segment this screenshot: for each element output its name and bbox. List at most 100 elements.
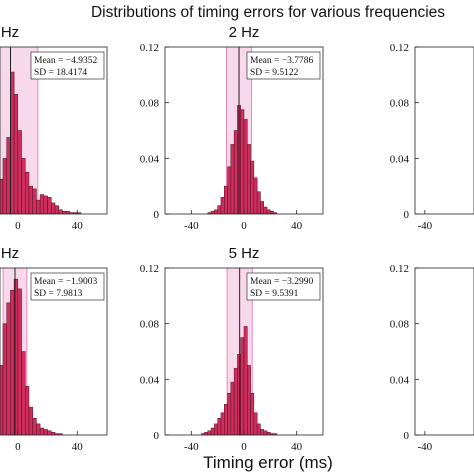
histogram-bar bbox=[233, 130, 238, 214]
histogram-bar bbox=[263, 206, 268, 214]
histogram-bar bbox=[224, 185, 228, 214]
histogram-bar bbox=[230, 381, 235, 435]
y-tick-label: 0.08 bbox=[140, 98, 160, 110]
histogram-bar bbox=[253, 412, 258, 435]
panel-title: 5 Hz bbox=[229, 245, 260, 262]
stats-mean: Mean = −4.9352 bbox=[34, 56, 97, 66]
histogram-bar bbox=[240, 109, 245, 214]
y-tick-label: 0.12 bbox=[390, 263, 409, 275]
histogram-bar bbox=[237, 354, 241, 435]
y-tick-label: 0.04 bbox=[140, 374, 160, 386]
histogram-bar bbox=[25, 386, 30, 435]
y-tick-label: 0.12 bbox=[140, 42, 159, 54]
histogram-bar bbox=[243, 119, 248, 214]
histogram-bar bbox=[6, 302, 11, 435]
histogram-bar bbox=[220, 197, 225, 214]
y-tick-label: 0.08 bbox=[390, 98, 410, 110]
stats-mean: Mean = −3.2990 bbox=[250, 277, 313, 287]
axes-frame bbox=[0, 46, 108, 215]
stats-sd: SD = 7.9813 bbox=[34, 289, 83, 299]
axes-frame bbox=[0, 267, 108, 436]
histogram-bar bbox=[39, 427, 45, 435]
x-tick-label: -40 bbox=[417, 441, 432, 453]
x-tick-label: 0 bbox=[15, 441, 21, 453]
histogram-bar bbox=[13, 94, 19, 214]
y-tick-label: 0 bbox=[154, 209, 160, 221]
histogram-bar bbox=[21, 158, 26, 214]
x-tick-label: 0 bbox=[15, 220, 21, 232]
histogram-bar bbox=[214, 423, 218, 435]
histogram-bar bbox=[266, 209, 271, 214]
panel-title: Hz bbox=[1, 245, 19, 262]
histogram-bar bbox=[207, 430, 212, 435]
histogram-bar bbox=[256, 191, 261, 214]
histogram-bar bbox=[250, 393, 255, 435]
panel-4: 0 40 Hz Mean = −1.9003 SD = 7.9813 bbox=[0, 245, 108, 453]
histogram-bar bbox=[273, 212, 278, 214]
histogram-bar bbox=[204, 431, 209, 435]
panel-6: -40 0 0.04 0.08 0.12 bbox=[390, 263, 474, 453]
axes-frame bbox=[414, 46, 474, 215]
histogram-bar bbox=[227, 393, 232, 435]
stats-sd: SD = 9.5122 bbox=[250, 68, 299, 78]
y-tick-label: 0 bbox=[404, 209, 410, 221]
histogram-bar bbox=[43, 429, 48, 435]
histogram-bar bbox=[47, 430, 52, 435]
panel-title: 2 Hz bbox=[229, 24, 260, 41]
figure-xlabel: Timing error (ms) bbox=[203, 453, 333, 472]
histogram-bar bbox=[51, 431, 56, 435]
x-tick-label: -40 bbox=[417, 220, 432, 232]
x-tick-label: 40 bbox=[291, 441, 303, 453]
histogram-bar bbox=[28, 406, 33, 435]
histogram-bar bbox=[17, 130, 22, 214]
x-tick-label: -40 bbox=[184, 441, 199, 453]
histogram-bar bbox=[47, 197, 52, 214]
histogram-bar bbox=[65, 210, 71, 214]
histogram-bar bbox=[273, 433, 278, 435]
histogram-bar bbox=[263, 430, 268, 435]
histogram-bar bbox=[28, 185, 33, 214]
panel-1: 0 40 Hz Mean = −4.9352 SD = 18.4174 bbox=[0, 24, 108, 232]
histogram-bar bbox=[214, 209, 218, 214]
y-tick-label: 0.04 bbox=[140, 153, 160, 165]
histogram-bar bbox=[58, 433, 63, 435]
histogram-bar bbox=[243, 326, 248, 435]
panel-title: Hz bbox=[1, 24, 19, 41]
y-tick-label: 0.12 bbox=[390, 42, 409, 54]
x-tick-label: 40 bbox=[72, 220, 84, 232]
histogram-bar bbox=[54, 205, 59, 214]
histogram-bar bbox=[10, 290, 15, 435]
stats-mean: Mean = −3.7786 bbox=[250, 56, 313, 66]
y-tick-label: 0.08 bbox=[140, 319, 160, 331]
histogram-bar bbox=[260, 429, 265, 435]
histogram-bar bbox=[266, 431, 271, 435]
y-tick-label: 0.04 bbox=[390, 374, 410, 386]
histogram-bar bbox=[51, 202, 56, 214]
histogram-bar bbox=[17, 288, 22, 435]
stats-box bbox=[30, 272, 105, 301]
histogram-bar bbox=[58, 209, 63, 214]
histogram-bar bbox=[32, 188, 37, 214]
panel-2: -40 0 40 0 0.04 0.08 0.12 2 Hz Mean = −3.7786 SD … bbox=[140, 24, 324, 232]
histogram-bar bbox=[43, 195, 48, 214]
histogram-bar bbox=[247, 365, 251, 435]
histogram-bar bbox=[270, 210, 274, 214]
histogram-bar bbox=[217, 205, 222, 214]
histogram-bar bbox=[62, 210, 67, 214]
x-tick-label: 0 bbox=[241, 220, 247, 232]
histogram-bar bbox=[260, 201, 265, 214]
histogram-bar bbox=[32, 418, 37, 435]
x-tick-label: 40 bbox=[72, 441, 84, 453]
stats-sd: SD = 18.4174 bbox=[34, 68, 87, 78]
figure-title: Distributions of timing errors for vario… bbox=[91, 4, 445, 21]
histogram-bar bbox=[2, 323, 7, 435]
histogram-bar bbox=[220, 412, 225, 435]
stats-box bbox=[246, 272, 321, 301]
histogram-bar bbox=[217, 418, 222, 435]
stats-box bbox=[30, 51, 105, 80]
histogram-bar bbox=[2, 158, 7, 214]
histogram-bar bbox=[0, 365, 4, 435]
panel-3: -40 0 0.04 0.08 0.12 bbox=[390, 42, 474, 232]
plot-area bbox=[207, 47, 278, 214]
